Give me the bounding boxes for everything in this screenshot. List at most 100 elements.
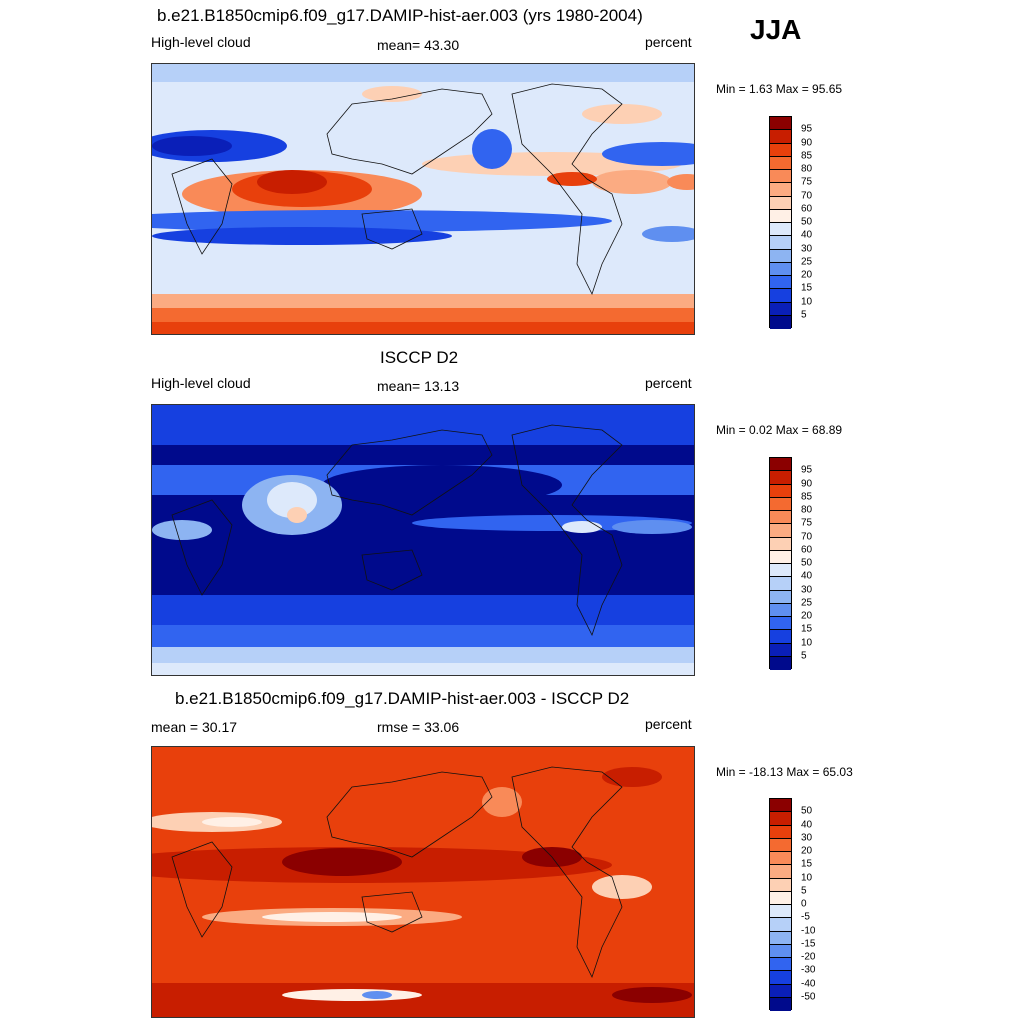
- colorbar-tick-label: 80: [801, 163, 813, 175]
- colorbar-swatch: [770, 170, 791, 184]
- panel-3-title: b.e21.B1850cmip6.f09_g17.DAMIP-hist-aer.…: [175, 689, 630, 708]
- colorbar-tick-label: -15: [801, 938, 816, 950]
- colorbar-tick-label: 85: [801, 491, 813, 503]
- colorbar-swatch: [770, 209, 791, 223]
- colorbar-tick-label: 40: [801, 229, 813, 241]
- colorbar-swatch: [770, 117, 791, 131]
- colorbar-tick-label: 80: [801, 504, 813, 516]
- colorbar-tick-label: 50: [801, 805, 813, 817]
- colorbar-swatch: [770, 944, 791, 958]
- colorbar-tick-label: 5: [801, 885, 807, 897]
- panel-1-colorbar: [769, 116, 792, 329]
- colorbar-tick-label: -5: [801, 911, 810, 923]
- panel-2-colorbar: [769, 457, 792, 670]
- colorbar-tick-label: 30: [801, 832, 813, 844]
- colorbar-swatch: [770, 276, 791, 290]
- panel-2-minmax: Min = 0.02 Max = 68.89: [716, 423, 843, 437]
- colorbar-swatch: [770, 630, 791, 644]
- colorbar-swatch: [770, 905, 791, 919]
- colorbar-swatch: [770, 812, 791, 826]
- panel-1-mean: mean= 43.30: [377, 37, 460, 53]
- colorbar-tick-label: 10: [801, 637, 813, 648]
- panel-2-variable: High-level cloud: [151, 375, 251, 391]
- colorbar-swatch: [770, 865, 791, 879]
- colorbar-tick-label: 30: [801, 243, 813, 254]
- colorbar-swatch: [770, 577, 791, 591]
- colorbar-swatch: [770, 958, 791, 972]
- colorbar-swatch: [770, 931, 791, 945]
- colorbar-tick-label: 60: [801, 544, 813, 556]
- colorbar-tick-label: -10: [801, 925, 816, 936]
- colorbar-tick-label: 50: [801, 216, 813, 228]
- colorbar-tick-label: 10: [801, 872, 813, 883]
- colorbar-swatch: [770, 997, 791, 1011]
- panel-3-units: percent: [645, 716, 692, 732]
- colorbar-swatch: [770, 236, 791, 250]
- colorbar-tick-label: 95: [801, 123, 813, 135]
- colorbar-tick-label: 25: [801, 256, 813, 268]
- colorbar-tick-label: 90: [801, 137, 813, 148]
- colorbar-tick-label: 20: [801, 845, 813, 857]
- colorbar-swatch: [770, 643, 791, 657]
- colorbar-swatch: [770, 315, 791, 329]
- colorbar-swatch: [770, 656, 791, 670]
- colorbar-tick-label: 75: [801, 176, 813, 188]
- colorbar-tick-label: -40: [801, 978, 816, 989]
- panel-2-mean: mean= 13.13: [377, 378, 460, 394]
- panel-1-title: b.e21.B1850cmip6.f09_g17.DAMIP-hist-aer.…: [157, 6, 643, 25]
- colorbar-swatch: [770, 524, 791, 538]
- panel-3-map: [151, 746, 695, 1018]
- colorbar-tick-label: 95: [801, 464, 813, 476]
- colorbar-tick-label: 40: [801, 819, 813, 830]
- colorbar-tick-label: -20: [801, 951, 816, 963]
- panel-2-units: percent: [645, 375, 692, 391]
- colorbar-swatch: [770, 984, 791, 998]
- panel-1-map: [151, 63, 695, 335]
- panel-3-colorbar: [769, 798, 792, 1011]
- colorbar-swatch: [770, 249, 791, 263]
- colorbar-swatch: [770, 891, 791, 905]
- colorbar-tick-label: 0: [801, 898, 807, 910]
- panel-1-minmax: Min = 1.63 Max = 95.65: [716, 82, 843, 96]
- panel-3-minmax: Min = -18.13 Max = 65.03: [716, 765, 853, 779]
- panel-2-title: ISCCP D2: [380, 348, 459, 367]
- colorbar-tick-label: 10: [801, 296, 813, 307]
- colorbar-swatch: [770, 852, 791, 866]
- colorbar-swatch: [770, 603, 791, 617]
- colorbar-swatch: [770, 550, 791, 564]
- colorbar-swatch: [770, 825, 791, 839]
- colorbar-tick-label: -30: [801, 964, 816, 976]
- panel-1-units: percent: [645, 34, 692, 50]
- colorbar-tick-label: 50: [801, 557, 813, 569]
- colorbar-swatch: [770, 838, 791, 852]
- colorbar-swatch: [770, 564, 791, 578]
- panel-3-rmse: rmse = 33.06: [377, 719, 460, 735]
- colorbar-tick-label: -50: [801, 991, 816, 1003]
- colorbar-swatch: [770, 302, 791, 316]
- colorbar-swatch: [770, 617, 791, 631]
- colorbar-tick-label: 90: [801, 478, 813, 489]
- colorbar-tick-label: 15: [801, 858, 813, 870]
- colorbar-tick-label: 20: [801, 610, 813, 622]
- colorbar-tick-label: 5: [801, 650, 807, 662]
- colorbar-tick-label: 15: [801, 282, 813, 294]
- colorbar-tick-label: 5: [801, 309, 807, 321]
- colorbar-swatch: [770, 223, 791, 237]
- panel-1-variable: High-level cloud: [151, 34, 251, 50]
- colorbar-tick-label: 70: [801, 531, 813, 542]
- colorbar-swatch: [770, 590, 791, 604]
- colorbar-swatch: [770, 799, 791, 813]
- colorbar-swatch: [770, 511, 791, 525]
- colorbar-swatch: [770, 289, 791, 303]
- colorbar-tick-label: 60: [801, 203, 813, 215]
- panel-3-mean: mean = 30.17: [151, 719, 238, 735]
- colorbar-swatch: [770, 471, 791, 485]
- colorbar-swatch: [770, 156, 791, 170]
- colorbar-tick-label: 40: [801, 570, 813, 582]
- colorbar-swatch: [770, 484, 791, 498]
- colorbar-swatch: [770, 971, 791, 985]
- colorbar-tick-label: 15: [801, 623, 813, 635]
- colorbar-tick-label: 75: [801, 517, 813, 529]
- colorbar-swatch: [770, 262, 791, 276]
- colorbar-swatch: [770, 130, 791, 144]
